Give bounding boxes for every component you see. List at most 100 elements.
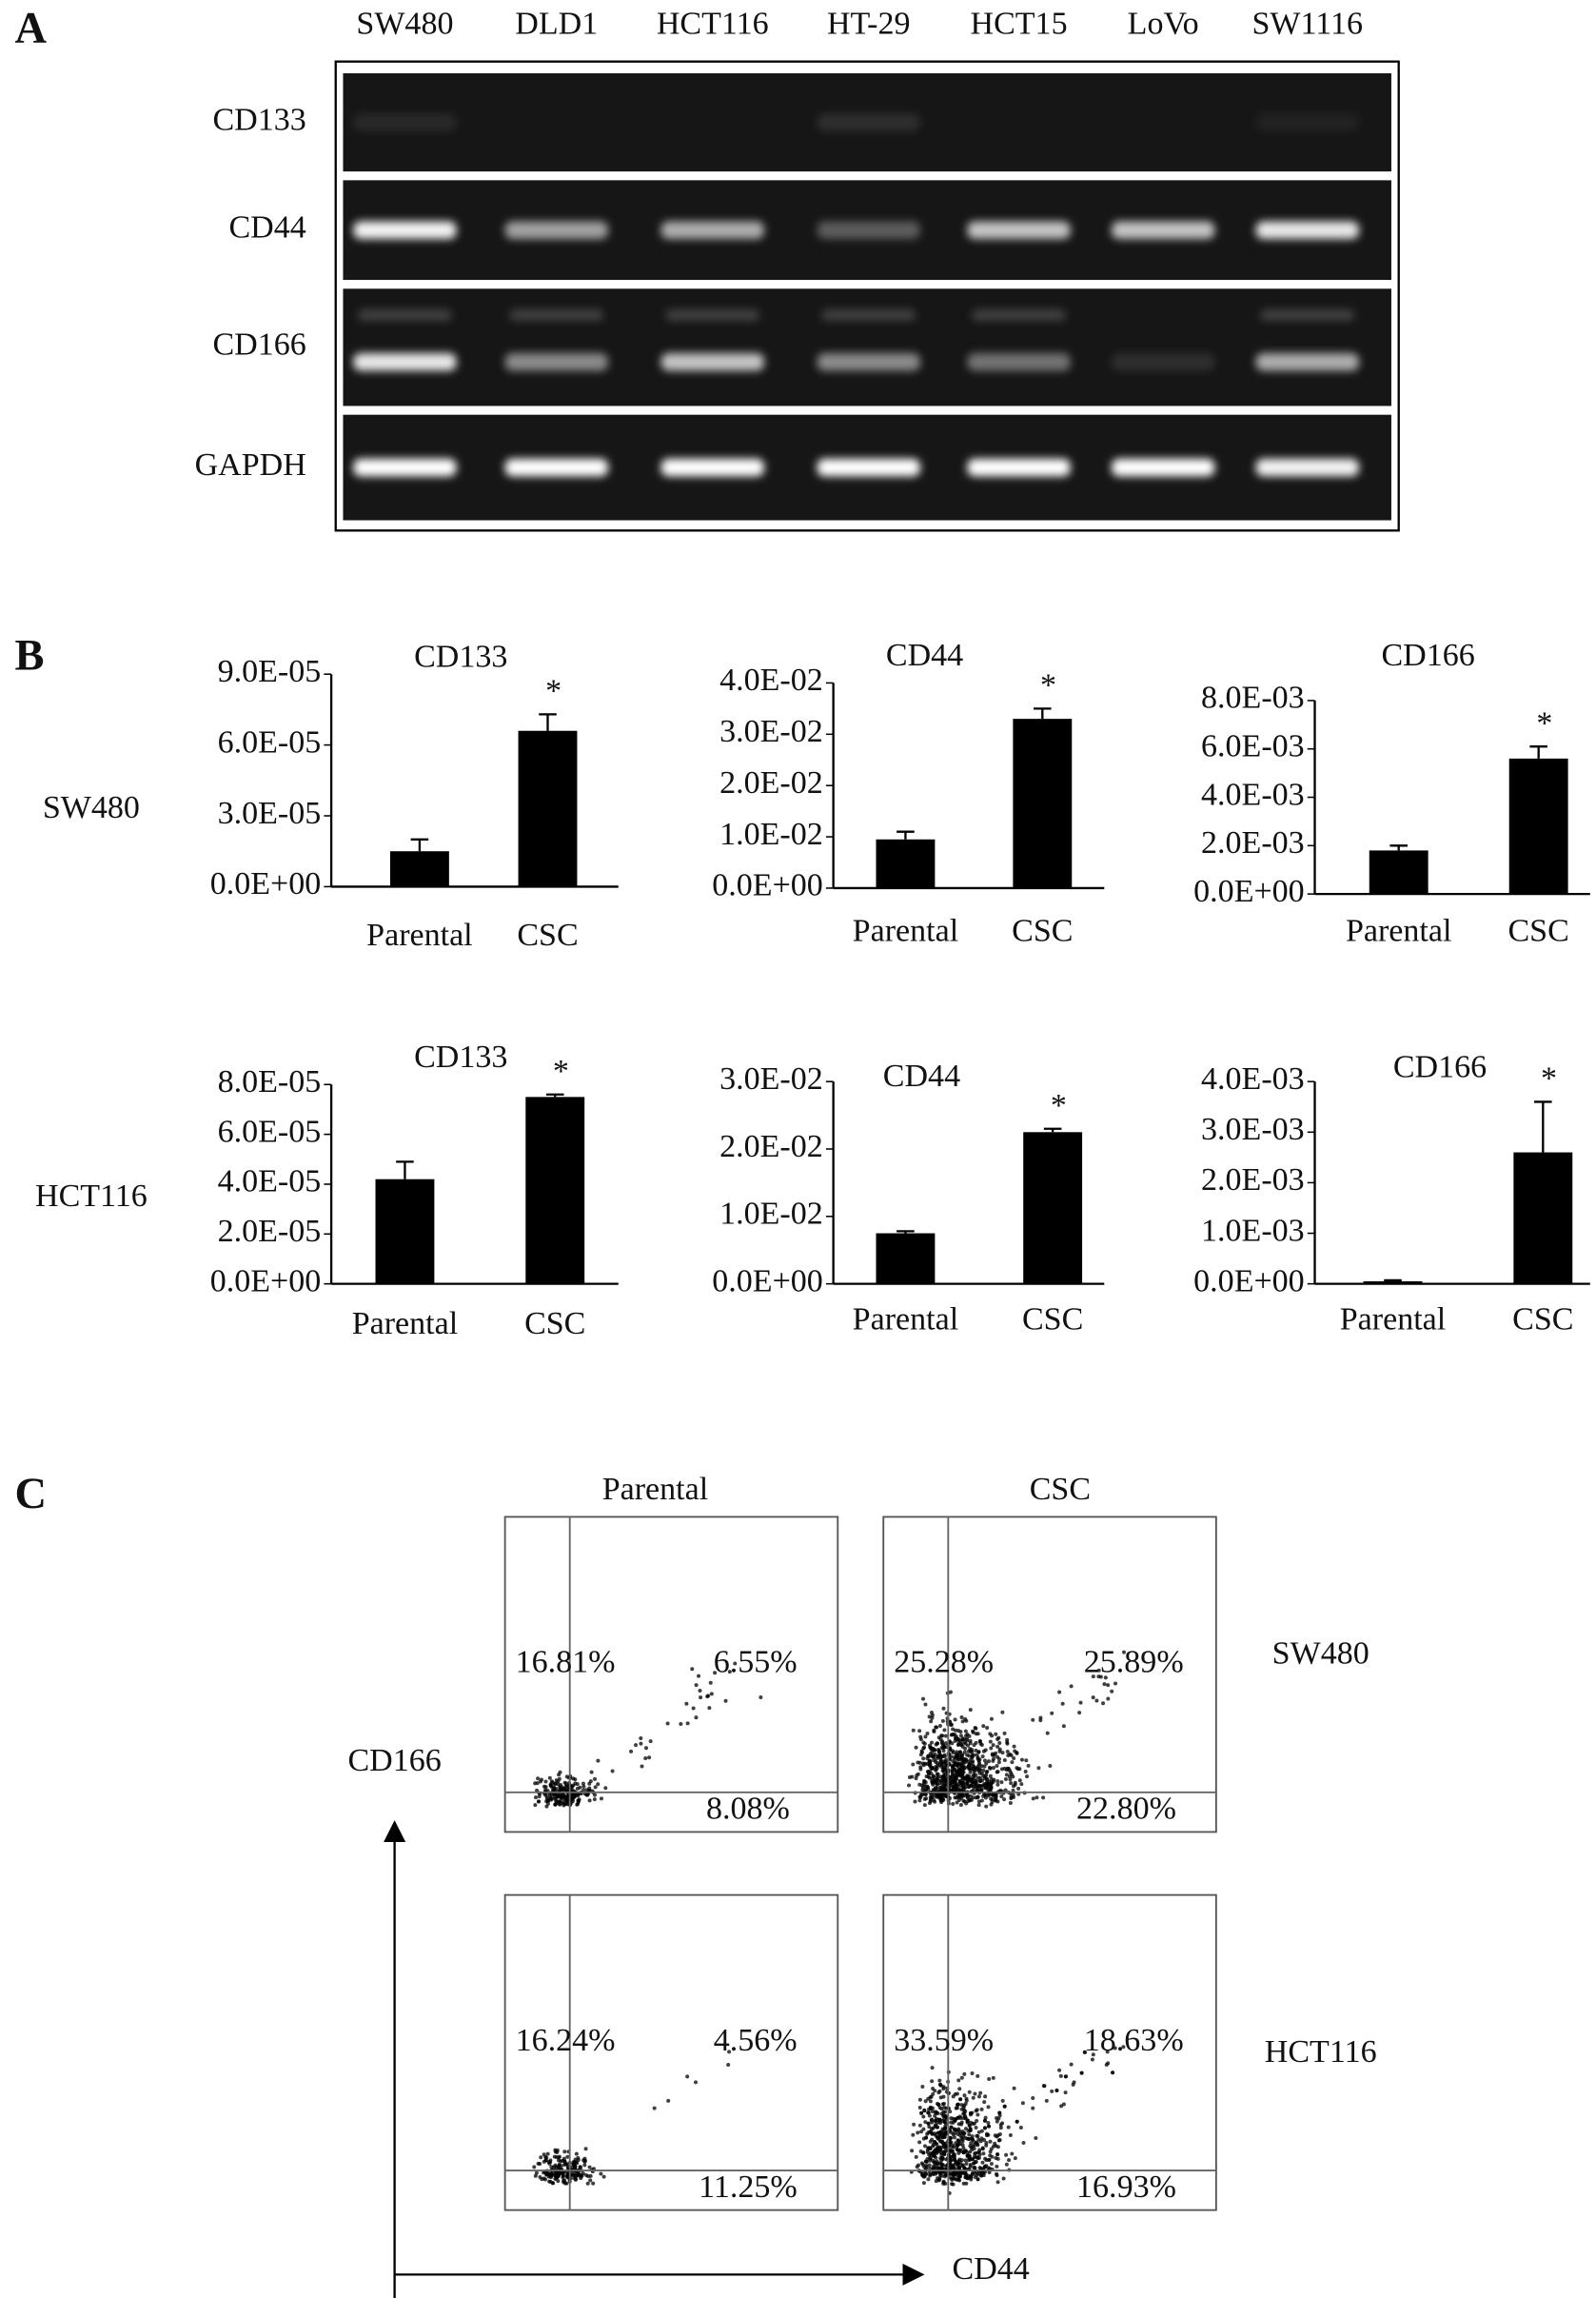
event-dot <box>1042 2084 1047 2089</box>
event-dot <box>993 2133 997 2138</box>
y-tick-label: 8.0E-05 <box>218 1064 322 1099</box>
event-dot <box>960 1737 965 1742</box>
event-dot <box>574 2151 579 2156</box>
event-dot <box>967 2090 972 2094</box>
event-dot <box>927 1743 932 1748</box>
gel-band <box>817 221 920 239</box>
event-dot <box>978 2090 983 2095</box>
event-dot <box>965 1781 970 1786</box>
event-dot <box>995 1754 1000 1759</box>
event-dot <box>988 1732 993 1736</box>
event-dot <box>935 2110 939 2115</box>
event-dot <box>1019 1782 1024 1787</box>
y-tick-label: 0.0E+00 <box>712 1263 823 1298</box>
event-dot <box>989 1796 994 1801</box>
event-dot <box>990 1800 995 1805</box>
chart-title: CD133 <box>414 1040 507 1075</box>
event-dot <box>953 1733 957 1737</box>
event-dot <box>986 2124 992 2129</box>
event-dot <box>933 2132 937 2137</box>
quadrant-percent: 16.24% <box>516 2023 616 2058</box>
event-dot <box>953 2092 957 2097</box>
event-dot <box>666 2098 671 2103</box>
event-dot <box>1091 1674 1095 1679</box>
event-dot <box>691 1706 696 1711</box>
event-dot <box>1004 1768 1009 1773</box>
event-dot <box>575 1802 580 1807</box>
event-dot <box>1011 1788 1015 1793</box>
event-dot <box>1106 1683 1111 1688</box>
event-dot <box>726 2063 731 2068</box>
event-dot <box>993 1753 997 1757</box>
event-dot <box>930 2120 935 2125</box>
event-dot <box>1063 2090 1068 2095</box>
event-dot <box>918 1795 923 1800</box>
event-dot <box>539 2155 543 2160</box>
event-dot <box>975 2112 980 2117</box>
event-dot <box>574 2160 579 2165</box>
event-dot <box>985 1725 990 1730</box>
event-dot <box>911 1762 916 1767</box>
event-dot <box>1004 2162 1009 2167</box>
event-dot <box>1015 2119 1019 2124</box>
event-dot <box>558 1786 562 1791</box>
event-dot <box>972 2161 976 2166</box>
event-dot <box>929 1740 934 1745</box>
event-dot <box>925 2149 930 2154</box>
event-dot <box>968 2174 973 2179</box>
gel-band <box>967 458 1071 477</box>
event-dot <box>970 1750 975 1754</box>
gel-band <box>972 308 1067 322</box>
event-dot <box>981 1768 986 1773</box>
event-dot <box>932 1748 936 1753</box>
event-dot <box>707 1706 712 1711</box>
bar <box>1513 1152 1573 1284</box>
event-dot <box>969 2141 974 2146</box>
event-dot <box>973 2166 977 2170</box>
event-dot <box>974 1778 979 1783</box>
event-dot <box>562 2149 567 2154</box>
gene-label: CD166 <box>212 327 305 363</box>
error-bar <box>897 830 915 840</box>
event-dot <box>924 1796 929 1801</box>
event-dot <box>959 1715 964 1720</box>
event-dot <box>939 1759 944 1764</box>
event-dot <box>929 1794 934 1799</box>
event-dot <box>1106 1696 1111 1701</box>
event-dot <box>582 2159 587 2164</box>
gel-band <box>1255 353 1359 371</box>
event-dot <box>932 1728 936 1733</box>
event-dot <box>542 2152 546 2157</box>
event-dot <box>1004 1773 1009 1777</box>
event-dot <box>1079 2070 1084 2075</box>
event-dot <box>922 1803 927 1808</box>
event-dot <box>713 1671 718 1675</box>
error-bar <box>1043 1127 1062 1133</box>
gel-band <box>967 221 1071 239</box>
event-dot <box>971 1729 975 1733</box>
event-dot <box>963 2158 968 2163</box>
event-dot <box>589 1770 594 1774</box>
event-dot <box>937 2117 942 2122</box>
event-dot <box>581 2171 585 2176</box>
event-dot <box>976 1750 981 1754</box>
event-dot <box>977 2166 982 2170</box>
event-dot <box>999 1780 1004 1785</box>
event-dot <box>975 1795 980 1800</box>
event-dot <box>596 1782 601 1787</box>
event-dot <box>930 2117 935 2122</box>
event-dot <box>952 2172 956 2177</box>
event-dot <box>643 1755 648 1760</box>
y-tick-label: 6.0E-05 <box>218 1114 322 1149</box>
event-dot <box>911 2132 916 2137</box>
event-dot <box>956 1769 961 1773</box>
event-dot <box>965 1795 970 1800</box>
event-dot <box>994 1732 998 1736</box>
bar <box>876 1233 936 1284</box>
event-dot <box>918 1792 923 1796</box>
event-dot <box>975 2073 980 2078</box>
event-dot <box>536 1776 541 1781</box>
event-dot <box>990 1793 995 1797</box>
event-dot <box>1113 2046 1117 2050</box>
row-label: HCT116 <box>1265 2034 1377 2070</box>
